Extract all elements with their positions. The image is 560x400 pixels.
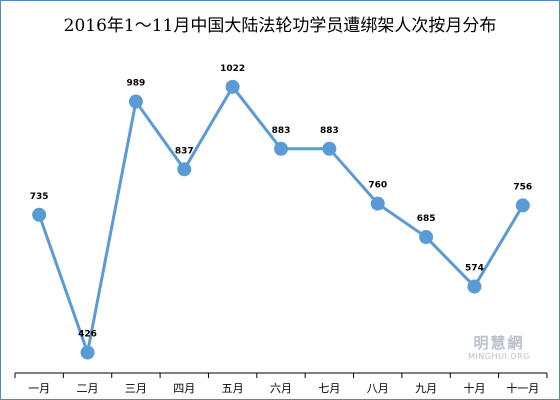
x-tick-label: 五月 [222,382,244,395]
x-tick-label: 十一月 [506,381,539,395]
data-point [515,198,530,213]
data-point [177,162,192,177]
x-axis-tick-labels: 一月 二月 三月 四月 五月 六月 七月 八月 九月 十月 十一月 [28,381,539,395]
chart-title: 2016年1～11月中国大陆法轮功学员遭绑架人次按月分布 [63,16,497,36]
x-tick-label: 六月 [270,382,292,395]
data-point [274,141,288,156]
data-point [370,196,385,211]
data-label: 574 [465,264,484,274]
data-point [225,79,240,94]
minghui-watermark: 明慧網 MINGHUI.ORG [459,334,539,362]
data-label: 883 [320,126,339,136]
x-tick-label: 十月 [463,381,485,395]
watermark-chinese: 明慧網 [473,334,525,352]
data-label: 989 [127,79,146,89]
data-point [32,207,47,222]
x-tick-label: 二月 [77,382,99,395]
watermark-english: MINGHUI.ORG [468,352,530,361]
data-points [32,79,530,360]
data-point [419,230,434,245]
x-tick-label: 七月 [318,382,340,395]
x-tick-label: 四月 [173,382,195,395]
data-label: 756 [513,182,532,192]
data-point [128,94,143,109]
data-label: 1022 [220,64,245,74]
x-tick-label: 九月 [415,382,437,395]
data-label: 883 [272,126,291,136]
data-point [322,141,337,156]
data-label: 426 [78,329,97,339]
data-point [80,345,95,360]
x-axis-ticks [14,373,548,378]
data-point [467,279,482,294]
data-label: 760 [368,181,387,191]
data-labels: 735 426 989 837 1022 883 883 760 685 574 756 [30,64,532,340]
x-tick-label: 三月 [125,382,147,395]
x-tick-label: 八月 [367,382,389,395]
data-label: 685 [417,214,436,224]
x-tick-label: 一月 [28,382,50,395]
data-label: 837 [175,146,194,156]
data-label: 735 [30,192,49,202]
